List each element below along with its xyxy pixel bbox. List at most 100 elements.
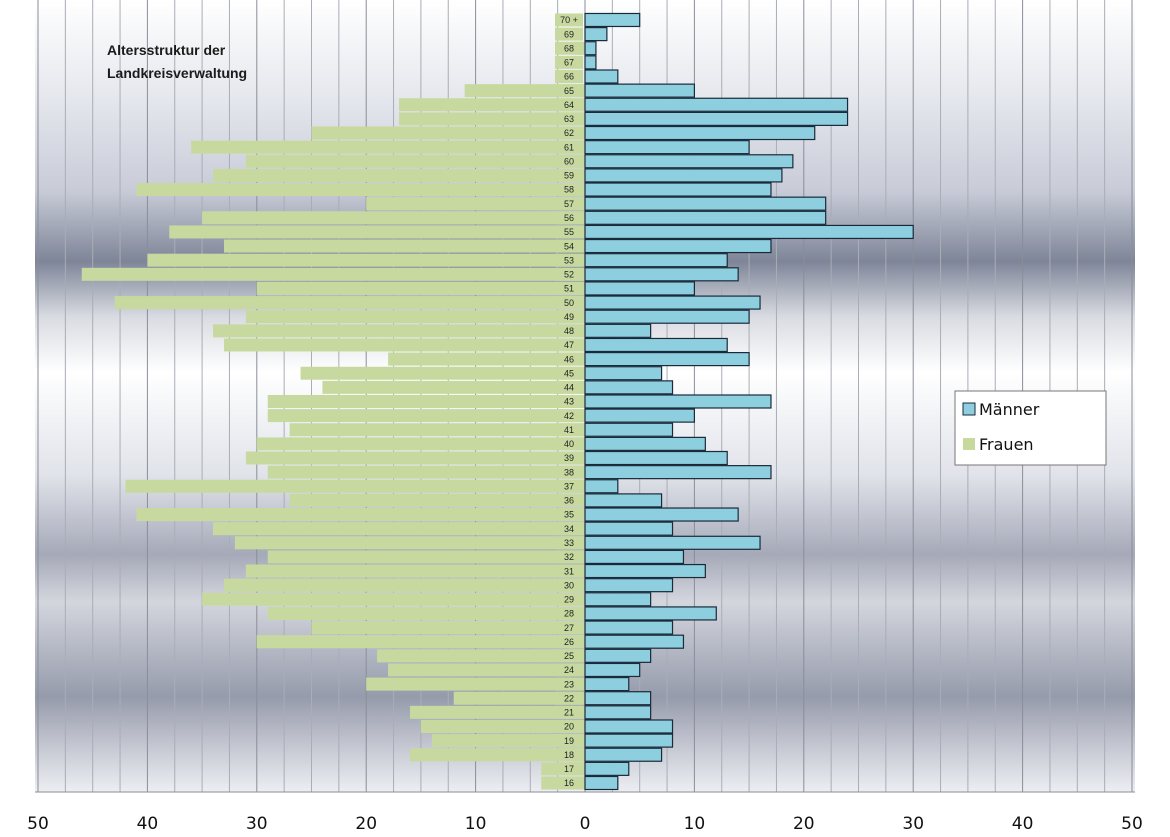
age-label-36: 36 <box>564 496 574 506</box>
bar-frauen-46 <box>388 352 585 366</box>
bar-frauen-65 <box>464 84 585 98</box>
age-label-17: 17 <box>564 764 574 774</box>
bar-maenner-33 <box>584 535 761 550</box>
bar-frauen-24 <box>388 663 585 677</box>
age-label-42: 42 <box>564 411 574 421</box>
age-label-53: 53 <box>564 255 574 265</box>
bar-maenner-62 <box>584 125 816 141</box>
x-tick-label: 10 <box>465 814 487 834</box>
bar-maenner-32 <box>584 549 685 565</box>
age-label-27: 27 <box>564 623 574 633</box>
age-label-46: 46 <box>564 354 574 364</box>
bars <box>81 12 914 791</box>
bar-frauen-45 <box>300 366 585 380</box>
age-label-bg <box>555 776 583 790</box>
age-label-bg <box>555 734 583 748</box>
age-label-39: 39 <box>564 453 574 463</box>
age-label-56: 56 <box>564 213 574 223</box>
age-label-bg <box>555 578 583 592</box>
bar-frauen-55 <box>169 225 585 239</box>
age-label-bg <box>555 112 583 126</box>
age-label-bg <box>555 550 583 564</box>
age-label-29: 29 <box>564 595 574 605</box>
age-label-57: 57 <box>564 199 574 209</box>
bar-frauen-38 <box>267 465 585 479</box>
age-label-bg <box>555 621 583 635</box>
age-labels: 16 17 18 19 20 21 22 23 24 25 26 27 28 29 30 31 32 33 34 35… <box>555 13 583 790</box>
age-label-32: 32 <box>564 552 574 562</box>
bar-frauen-57 <box>366 197 585 211</box>
age-label-bg <box>555 324 583 338</box>
legend-label-frauen: Frauen <box>979 435 1034 454</box>
bar-frauen-58 <box>136 183 585 197</box>
bar-frauen-56 <box>202 211 585 225</box>
bar-frauen-63 <box>399 112 585 126</box>
bar-frauen-43 <box>267 394 585 408</box>
age-label-50: 50 <box>564 298 574 308</box>
age-label-43: 43 <box>564 397 574 407</box>
age-label-41: 41 <box>564 425 574 435</box>
bar-maenner-48 <box>584 323 652 338</box>
age-label-21: 21 <box>564 708 574 718</box>
age-label-33: 33 <box>564 538 574 548</box>
age-label-bg <box>555 592 583 606</box>
bar-maenner-46 <box>584 352 750 367</box>
age-label-47: 47 <box>564 340 574 350</box>
bar-frauen-44 <box>322 380 585 394</box>
bar-frauen-19 <box>431 734 585 748</box>
age-label-bg <box>555 705 583 719</box>
x-tick-label: 20 <box>793 814 815 834</box>
bar-maenner-53 <box>584 253 728 268</box>
bar-maenner-23 <box>584 676 630 692</box>
age-label-bg <box>555 41 583 55</box>
age-label-bg <box>555 380 583 394</box>
age-label-31: 31 <box>564 566 574 576</box>
bar-maenner-16 <box>584 775 619 791</box>
bar-maenner-25 <box>584 648 652 663</box>
x-tick-label: 50 <box>1121 814 1143 834</box>
age-label-bg <box>555 437 583 451</box>
age-label-19: 19 <box>564 736 574 746</box>
bar-frauen-29 <box>202 592 585 606</box>
bar-frauen-30 <box>223 578 586 592</box>
age-label-20: 20 <box>564 722 574 732</box>
age-label-bg <box>555 84 583 98</box>
bar-maenner-26 <box>584 634 685 649</box>
x-tick-label: 30 <box>902 814 924 834</box>
x-tick-label: 40 <box>1012 814 1034 834</box>
bar-maenner-60 <box>584 154 794 169</box>
age-label-bg <box>555 691 583 705</box>
bar-frauen-54 <box>223 239 586 253</box>
age-label-45: 45 <box>564 368 574 378</box>
age-label-bg <box>555 211 583 225</box>
age-label-bg <box>555 281 583 295</box>
age-label-37: 37 <box>564 481 574 491</box>
bar-maenner-63 <box>584 111 849 126</box>
bar-maenner-41 <box>584 422 674 437</box>
age-label-25: 25 <box>564 651 574 661</box>
bar-maenner-40 <box>584 436 706 451</box>
bar-frauen-28 <box>267 606 585 620</box>
bar-frauen-34 <box>213 522 586 536</box>
age-label-bg <box>555 635 583 649</box>
bar-maenner-24 <box>584 662 641 678</box>
age-label-bg <box>555 762 583 776</box>
age-label-bg <box>555 394 583 408</box>
age-label-34: 34 <box>564 524 574 534</box>
age-label-bg <box>555 352 583 366</box>
age-label-bg <box>555 649 583 663</box>
chart-title: Altersstruktur der Landkreisverwaltung <box>107 42 247 81</box>
bar-maenner-61 <box>584 140 750 155</box>
bar-maenner-19 <box>584 733 674 748</box>
bar-maenner-27 <box>584 620 674 635</box>
age-label-bg <box>555 465 583 479</box>
bar-frauen-59 <box>213 168 586 182</box>
age-label-bg <box>555 197 583 211</box>
bar-maenner-52 <box>584 267 739 282</box>
age-label-bg <box>555 267 583 281</box>
bar-frauen-39 <box>245 451 586 465</box>
bar-maenner-49 <box>584 309 750 324</box>
bar-maenner-45 <box>584 366 663 381</box>
age-label-51: 51 <box>564 284 574 294</box>
